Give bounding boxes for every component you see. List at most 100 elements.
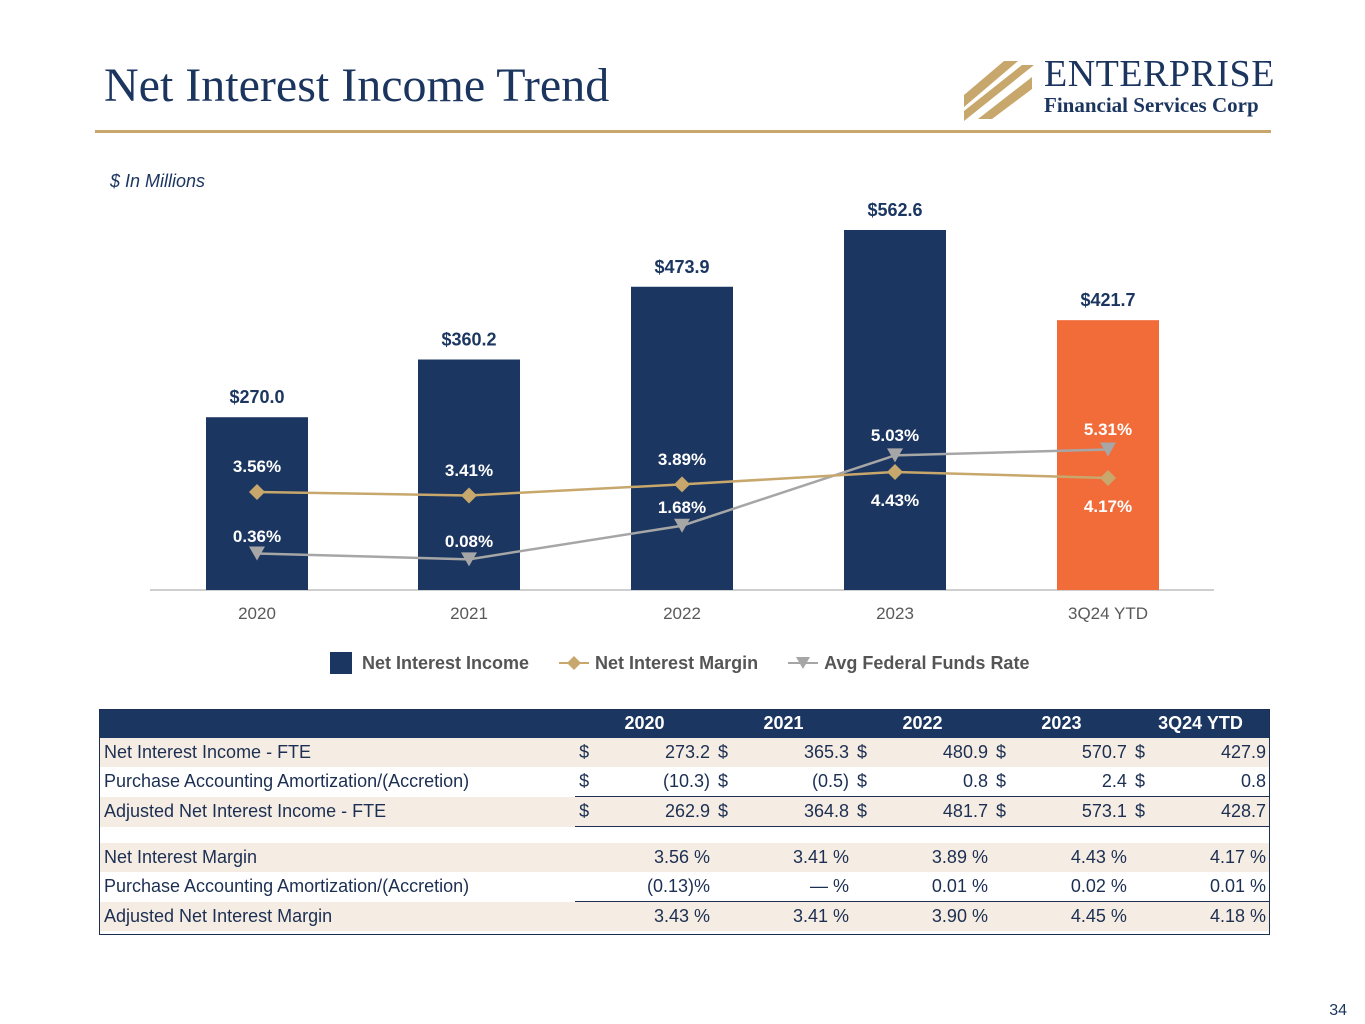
nim-value-label: 3.89% [658,450,706,469]
nim-marker [887,463,903,480]
currency-symbol: $ [853,796,889,827]
currency-symbol: $ [995,771,1006,791]
cell-value: 364.8 [749,796,853,827]
fed-funds-marker [887,448,903,463]
cell-value: 3.56 % [575,843,715,872]
currency-symbol: $ [579,771,590,791]
cell-value: 3.43 % [575,901,715,931]
cell-value: (0.5) [811,771,849,791]
fed-funds-marker [1100,442,1116,457]
spacer-cell [99,827,1270,844]
row-label: Adjusted Net Interest Income - FTE [99,796,576,827]
table-header-2020: 2020 [575,709,715,738]
cell-value: (10.3) [663,771,711,791]
table-row: Purchase Accounting Amortization/(Accret… [99,872,1270,902]
nim-value-label: 3.41% [445,461,493,480]
table-row: Adjusted Net Interest Income - FTE $262.9… [99,796,1270,827]
cell-value: 0.8 [1240,771,1266,791]
legend-label-nim: Net Interest Margin [595,652,759,673]
currency-symbol: $ [714,738,750,767]
units-note: $ In Millions [110,171,206,191]
fed-funds-marker [249,546,265,561]
table-header-2021: 2021 [714,709,853,738]
row-label: Purchase Accounting Amortization/(Accret… [104,771,470,792]
nim-value-label: 4.17% [1084,497,1132,516]
cell-value: 3.41 % [714,901,853,931]
x-tick-label: 2022 [663,604,701,623]
cell-value: 573.1 [1027,796,1131,827]
chart-legend: Net Interest Income Net Interest Margin … [330,652,1059,674]
cell-value: 4.45 % [991,901,1131,931]
nii-reconciliation-table: 2020 2021 2022 2023 3Q24 YTD Net Interes… [99,709,1270,931]
legend-item-nim: Net Interest Margin [559,652,758,674]
bar-value-label: $562.6 [867,200,922,220]
table-row: Purchase Accounting Amortization/(Accret… [99,767,1270,797]
bar-2022 [631,286,733,590]
nim-marker [461,487,477,504]
fed-funds-value-label: 1.68% [658,498,706,517]
x-tick-label: 2021 [450,604,488,623]
currency-symbol: $ [857,771,868,791]
nim-marker [1100,469,1116,486]
bar-2023 [844,230,946,590]
fed-funds-marker [461,552,477,567]
cell-value: 273.2 [610,738,715,767]
fed-funds-value-label: 0.08% [445,532,493,551]
currency-symbol: $ [991,738,1028,767]
bar-value-label: $421.7 [1080,290,1135,310]
logo-stripes-icon [964,61,1034,121]
cell-value: 0.02 % [1070,876,1127,896]
cell-value: 428.7 [1166,796,1270,827]
page-number: 34 [1329,1002,1347,1019]
logo-name: ENTERPRISE [1044,53,1275,95]
cell-value: 2.4 [1101,771,1127,791]
table-header-3q24: 3Q24 YTD [1130,709,1270,738]
legend-item-fed: Avg Federal Funds Rate [788,652,1029,674]
cell-value: 427.9 [1166,738,1270,767]
x-tick-label: 2023 [876,604,914,623]
table-row: Net Interest Income - FTE $273.2 $365.3 $48… [99,738,1270,767]
currency-symbol: $ [718,771,729,791]
fed-funds-value-label: 5.03% [871,426,919,445]
table-header-2023: 2023 [991,709,1131,738]
fed-funds-marker [674,518,690,533]
legend-item-nii: Net Interest Income [330,652,529,674]
bar-value-label: $270.0 [229,387,284,407]
fed-funds-value-label: 0.36% [233,527,281,546]
nim-value-label: 3.56% [233,457,281,476]
nim-marker [249,484,265,500]
currency-symbol: $ [1134,771,1145,791]
fed-funds-value-label: 5.31% [1084,420,1132,439]
cell-value: 570.7 [1027,738,1131,767]
cell-value: 3.41 % [714,843,853,872]
row-label: Adjusted Net Interest Margin [99,901,576,931]
currency-symbol: $ [1130,796,1167,827]
cell-value: 4.43 % [991,843,1131,872]
bar-2021 [418,359,520,590]
row-label: Net Interest Margin [99,843,576,872]
legend-triangle-icon [788,657,819,669]
table-row: Adjusted Net Interest Margin 3.43 % 3.41 %… [99,901,1270,931]
cell-value: 0.8 [962,771,988,791]
x-tick-label: 2020 [238,604,276,623]
legend-diamond-icon [559,656,590,670]
cell-value: (0.13)% [647,876,711,896]
cell-value: 262.9 [610,796,715,827]
net-interest-chart: $270.0 2020 $360.2 2021 $473.9 2022 $562.6 2023… [150,200,1214,623]
row-label: Net Interest Income - FTE [99,738,576,767]
logo-subtitle: Financial Services Corp [1044,93,1259,117]
legend-bar-swatch [330,652,352,674]
bar-value-label: $360.2 [441,330,496,350]
bar-2020 [206,417,308,590]
currency-symbol: $ [575,738,611,767]
currency-symbol: $ [714,796,750,827]
cell-value: 480.9 [888,738,992,767]
x-tick-label: 3Q24 YTD [1068,604,1148,623]
currency-symbol: $ [991,796,1028,827]
title-divider [95,130,1271,133]
cell-value: 481.7 [888,796,992,827]
legend-label-nii: Net Interest Income [362,652,530,673]
company-logo: ENTERPRISE Financial Services Corp [960,55,1275,125]
cell-value: 4.17 % [1130,843,1270,872]
table-spacer [99,827,1270,844]
